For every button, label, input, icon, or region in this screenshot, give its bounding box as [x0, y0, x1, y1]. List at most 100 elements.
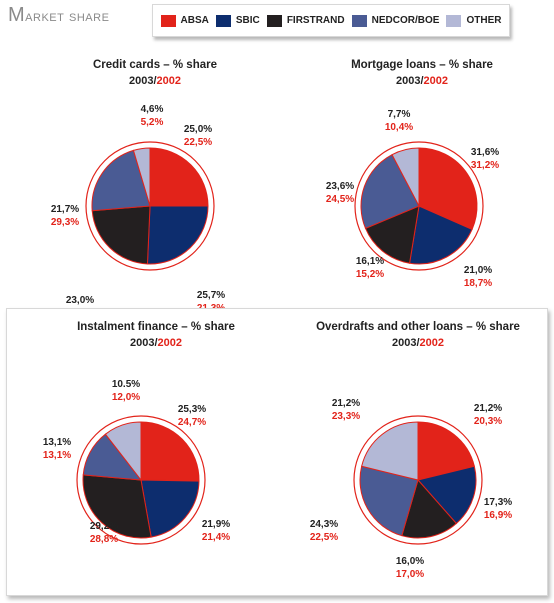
legend-swatch [160, 14, 176, 27]
chart-title: Credit cards – % share [93, 59, 217, 71]
chart-panel-credit-cards: Credit cards – % share 2003/2002 25,0% 22,5… [0, 46, 290, 319]
data-label-2003-nedcor-boe: 21,7% [51, 204, 79, 215]
pie-slice-nedcor-boe [359, 465, 419, 537]
subtitle-year-2002: 2002 [157, 75, 181, 87]
pie-slice-other [132, 147, 151, 207]
legend-item-firstrand: FIRSTRAND [266, 14, 345, 27]
chart-subtitle: 2003/2002 [130, 337, 182, 349]
data-label-2002-other: 10,4% [385, 122, 413, 133]
legend-swatch [446, 14, 462, 27]
subtitle-year-2003: 2003 [392, 337, 416, 349]
data-label-2003-other: 7,7% [388, 109, 411, 120]
pie-chart-instalment-finance: Instalment finance – % share 2003/2002 25,… [43, 321, 235, 545]
subtitle-separator: / [416, 337, 419, 349]
chart-title: Overdrafts and other loans – % share [316, 321, 520, 333]
subtitle-year-2002: 2002 [420, 337, 444, 349]
legend-label: NEDCOR/BOE [371, 15, 440, 26]
data-label-2003-nedcor-boe: 23,6% [326, 181, 354, 192]
legend-label: OTHER [466, 15, 502, 26]
data-label-2002-sbic: 18,7% [464, 278, 492, 289]
data-label-2002-firstrand: 28,8% [90, 534, 118, 545]
subtitle-year-2003: 2003 [130, 337, 154, 349]
legend-item-sbic: SBIC [215, 14, 260, 27]
data-label-2002-nedcor-boe: 22,5% [310, 532, 338, 543]
legend-item-nedcor-boe: NEDCOR/BOE [351, 14, 440, 27]
data-label-2002-other: 5,2% [141, 117, 164, 128]
pie-slice-firstrand [82, 474, 152, 539]
data-label-2003-absa: 21,2% [474, 403, 502, 414]
pie-slice-absa [417, 421, 475, 481]
subtitle-year-2003: 2003 [396, 75, 420, 87]
legend-item-absa: ABSA [160, 14, 209, 27]
legend-item-other: OTHER [446, 14, 502, 27]
data-label-2002-sbic: 16,9% [484, 510, 512, 521]
data-label-2002-other: 23,3% [332, 411, 360, 422]
data-label-2002-absa: 31,2% [471, 160, 499, 171]
legend-label: SBIC [235, 15, 260, 26]
pie-chart-mortgage-loans: Mortgage loans – % share 2003/2002 31,6% 31… [326, 59, 499, 289]
data-label-2002-nedcor-boe: 24,5% [326, 194, 354, 205]
page-title: Market share [8, 4, 109, 27]
pie-slice-sbic [140, 479, 200, 538]
legend-label: FIRSTRAND [286, 15, 345, 26]
data-label-2002-firstrand: 17,0% [396, 569, 424, 580]
pie-chart-credit-cards: Credit cards – % share 2003/2002 25,0% 22,5… [51, 59, 225, 319]
page-title-initial: M [8, 4, 26, 26]
pie-slice-firstrand [91, 205, 151, 265]
data-label-2003-firstrand: 16,0% [396, 556, 424, 567]
pie-slice-nedcor-boe [91, 149, 151, 212]
data-label-2003-sbic: 21,0% [464, 265, 492, 276]
legend-label: ABSA [180, 15, 209, 26]
data-label-2003-nedcor-boe: 13,1% [43, 437, 71, 448]
data-label-2003-sbic: 21,9% [202, 519, 230, 530]
legend-swatch [266, 14, 282, 27]
chart-panel-instalment-finance: Instalment finance – % share 2003/2002 25,… [6, 308, 271, 594]
chart-subtitle: 2003/2002 [396, 75, 448, 87]
data-label-2003-absa: 25,3% [178, 404, 206, 415]
pie-slice-other [104, 421, 142, 482]
data-label-2003-firstrand: 16,1% [356, 256, 384, 267]
data-label-2003-other: 21,2% [332, 398, 360, 409]
data-label-2003-absa: 25,0% [184, 124, 212, 135]
data-label-2003-sbic: 17,3% [484, 497, 512, 508]
pie-slice-sbic [146, 205, 209, 265]
pie-slice-other [361, 421, 419, 481]
pie-slice-sbic [408, 205, 473, 265]
data-label-2002-firstrand: 15,2% [356, 269, 384, 280]
pie-slice-other [391, 147, 420, 207]
data-label-2002-absa: 22,5% [184, 137, 212, 148]
pie-slice-sbic [417, 465, 477, 525]
data-label-2003-firstrand: 29,2% [90, 521, 118, 532]
pie-slice-firstrand [364, 205, 420, 264]
pie-slice-absa [140, 421, 200, 482]
data-label-2002-nedcor-boe: 29,3% [51, 217, 79, 228]
chart-title: Mortgage loans – % share [351, 59, 493, 71]
subtitle-separator: / [153, 75, 156, 87]
data-label-2003-sbic: 25,7% [197, 290, 225, 301]
data-label-2002-sbic: 21,4% [202, 532, 230, 543]
data-label-2002-absa: 24,7% [178, 417, 206, 428]
pie-slice-absa [149, 147, 209, 207]
subtitle-year-2002: 2002 [158, 337, 182, 349]
legend-swatch [215, 14, 231, 27]
pie-chart-overdrafts: Overdrafts and other loans – % share 2003… [310, 321, 520, 580]
subtitle-year-2002: 2002 [424, 75, 448, 87]
data-label-2003-nedcor-boe: 24,3% [310, 519, 338, 530]
subtitle-separator: / [154, 337, 157, 349]
data-label-2002-other: 12,0% [112, 392, 140, 403]
chart-panel-overdrafts: Overdrafts and other loans – % share 2003… [276, 308, 546, 594]
pie-slice-absa [418, 147, 478, 231]
chart-panel-mortgage-loans: Mortgage loans – % share 2003/2002 31,6% 31… [282, 46, 554, 296]
data-label-2002-absa: 20,3% [474, 416, 502, 427]
data-label-2003-firstrand: 23,0% [66, 295, 94, 306]
subtitle-year-2003: 2003 [129, 75, 153, 87]
subtitle-separator: / [420, 75, 423, 87]
chart-title: Instalment finance – % share [77, 321, 235, 333]
pie-slice-firstrand [401, 478, 458, 539]
chart-subtitle: 2003/2002 [129, 75, 181, 87]
legend-swatch [351, 14, 367, 27]
page-title-rest: arket share [25, 8, 110, 25]
data-label-2002-nedcor-boe: 13,1% [43, 450, 71, 461]
data-label-2003-other: 10.5% [112, 379, 140, 390]
legend: ABSA SBIC FIRSTRAND NEDCOR/BOE OTHER [152, 4, 510, 37]
